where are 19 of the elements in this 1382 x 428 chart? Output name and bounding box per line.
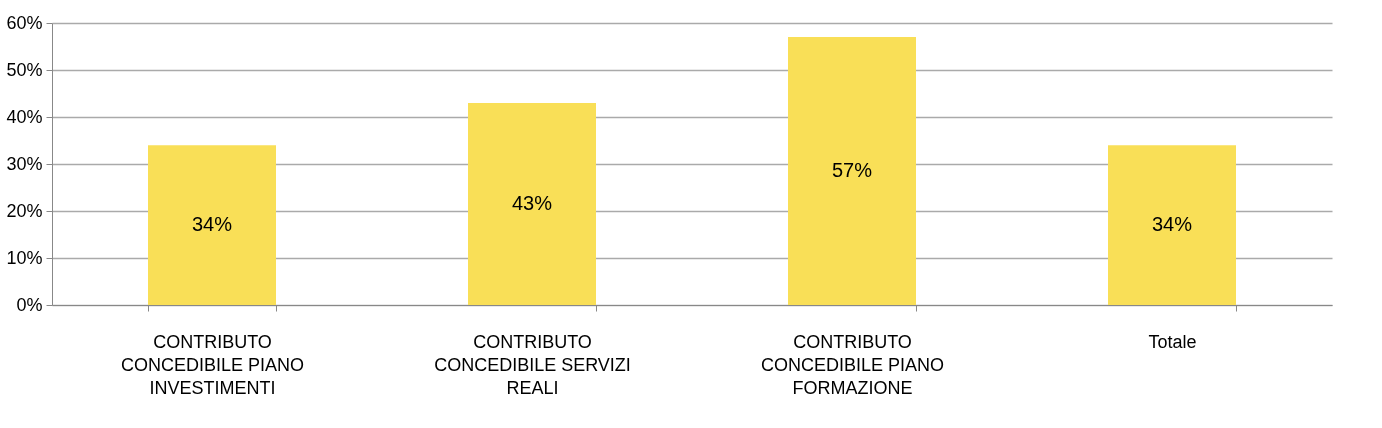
- y-tick-label: 50%: [6, 59, 43, 80]
- x-tick-label: CONTRIBUTO CONCEDIBILE SERVIZI REALI: [434, 331, 631, 398]
- bar: [1108, 145, 1236, 305]
- y-tick-label: 60%: [6, 12, 43, 33]
- y-tick-label: 30%: [6, 153, 43, 174]
- y-tick-label: 0%: [16, 294, 43, 315]
- data-label: 57%: [831, 159, 873, 182]
- y-tick-label: 40%: [6, 106, 43, 127]
- x-tick-label: CONTRIBUTO CONCEDIBILE PIANO FORMAZIONE: [760, 331, 945, 398]
- data-label: 34%: [191, 213, 233, 236]
- x-tick-label: Totale: [1148, 331, 1197, 352]
- bar: [788, 37, 916, 305]
- data-label: 43%: [511, 191, 553, 214]
- bar: [148, 145, 276, 305]
- data-label: 34%: [1151, 213, 1193, 236]
- y-tick-label: 10%: [6, 247, 43, 268]
- y-tick-label: 20%: [6, 200, 43, 221]
- x-tick-label: CONTRIBUTO CONCEDIBILE PIANO INVESTIMENTI: [120, 331, 305, 398]
- bar: [468, 102, 596, 305]
